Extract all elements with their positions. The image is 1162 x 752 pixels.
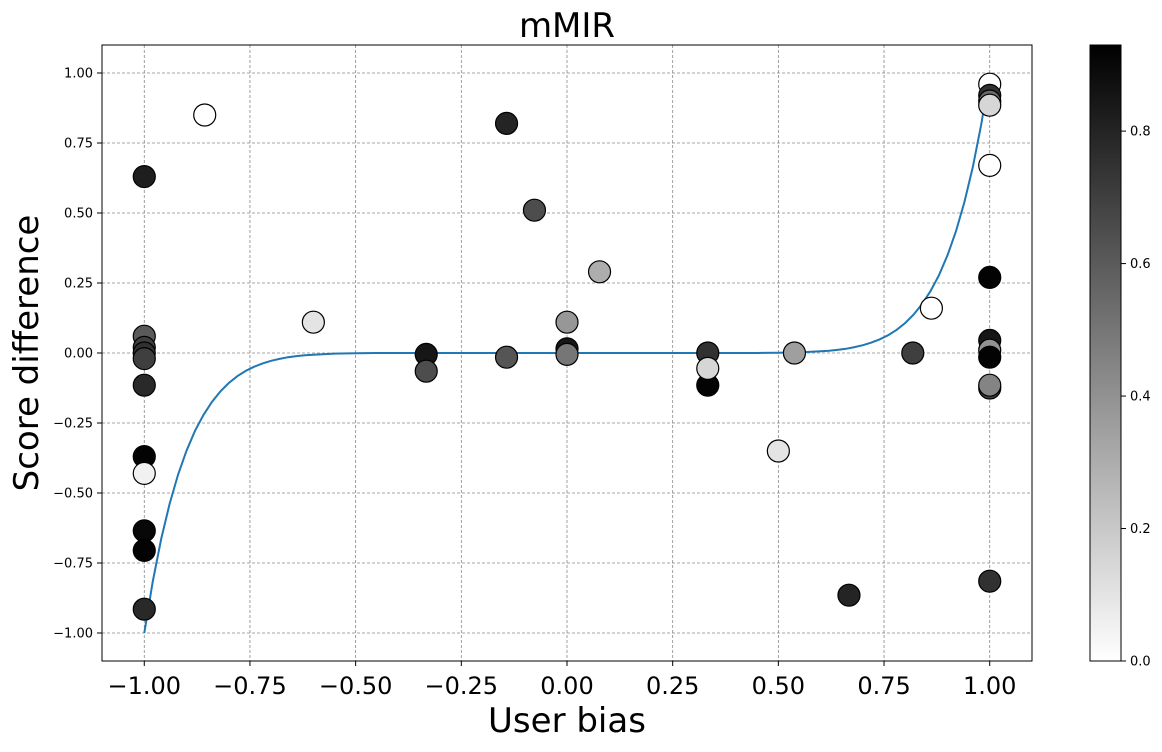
colorbar-tick-label: 0.6: [1130, 257, 1151, 272]
y-tick-label: 0.00: [64, 347, 93, 362]
x-tick-label: −0.75: [213, 672, 287, 700]
colorbar-ticks: 0.0 0.2 0.4 0.6 0.8: [1121, 125, 1151, 670]
data-point: [901, 341, 925, 365]
data-point: [193, 103, 217, 127]
data-point: [978, 153, 1002, 177]
data-point: [978, 569, 1002, 593]
data-point: [978, 373, 1002, 397]
x-tick-label: 0.00: [540, 672, 593, 700]
data-point: [132, 373, 156, 397]
x-axis-ticks: −1.00 −0.75 −0.50 −0.25 0.00 0.25 0.50 0.75 1.00: [107, 661, 1016, 700]
colorbar-tick-label: 0.2: [1130, 522, 1151, 537]
data-point: [766, 439, 790, 463]
data-point: [132, 165, 156, 189]
y-tick-label: −0.50: [53, 487, 93, 502]
y-tick-label: 0.50: [64, 207, 93, 222]
x-tick-label: 0.75: [857, 672, 910, 700]
data-point: [132, 597, 156, 621]
data-point: [414, 359, 438, 383]
x-tick-label: −1.00: [107, 672, 181, 700]
data-point: [522, 198, 547, 222]
data-point: [919, 296, 943, 320]
x-tick-label: 1.00: [963, 672, 1016, 700]
data-point: [132, 461, 156, 485]
x-tick-label: −0.50: [319, 672, 393, 700]
colorbar-tick-label: 0.4: [1130, 390, 1151, 405]
x-axis-label: User bias: [488, 701, 646, 741]
data-point: [132, 347, 156, 371]
colorbar: [1089, 44, 1122, 662]
data-point: [696, 356, 720, 380]
data-point: [978, 345, 1002, 369]
data-point: [494, 345, 519, 369]
data-point: [132, 538, 156, 563]
data-point: [837, 583, 861, 607]
y-axis-ticks: 1.00 0.75 0.50 0.25 0.00 −0.25 −0.50 −0.75 −1.00: [53, 67, 102, 642]
data-point: [782, 341, 807, 365]
x-tick-label: −0.25: [425, 672, 499, 700]
y-tick-label: 0.75: [64, 137, 93, 152]
data-point: [555, 310, 579, 334]
x-tick-label: 0.50: [752, 672, 805, 700]
chart-title: mMIR: [519, 6, 615, 46]
x-tick-label: 0.25: [646, 672, 699, 700]
data-point: [555, 342, 579, 366]
data-point: [978, 93, 1002, 117]
y-tick-label: 0.25: [64, 277, 93, 292]
data-point: [301, 310, 325, 334]
y-tick-label: 1.00: [64, 67, 93, 82]
scatter-points: [132, 72, 1002, 621]
y-axis-label: Score difference: [7, 215, 47, 492]
data-point: [494, 111, 519, 136]
data-point: [587, 260, 612, 284]
colorbar-tick-label: 0.0: [1130, 655, 1151, 670]
data-point: [132, 519, 156, 543]
y-tick-label: −1.00: [53, 627, 93, 642]
y-tick-label: −0.25: [53, 417, 93, 432]
colorbar-tick-label: 0.8: [1130, 125, 1151, 140]
data-point: [978, 265, 1002, 289]
y-tick-label: −0.75: [53, 557, 93, 572]
